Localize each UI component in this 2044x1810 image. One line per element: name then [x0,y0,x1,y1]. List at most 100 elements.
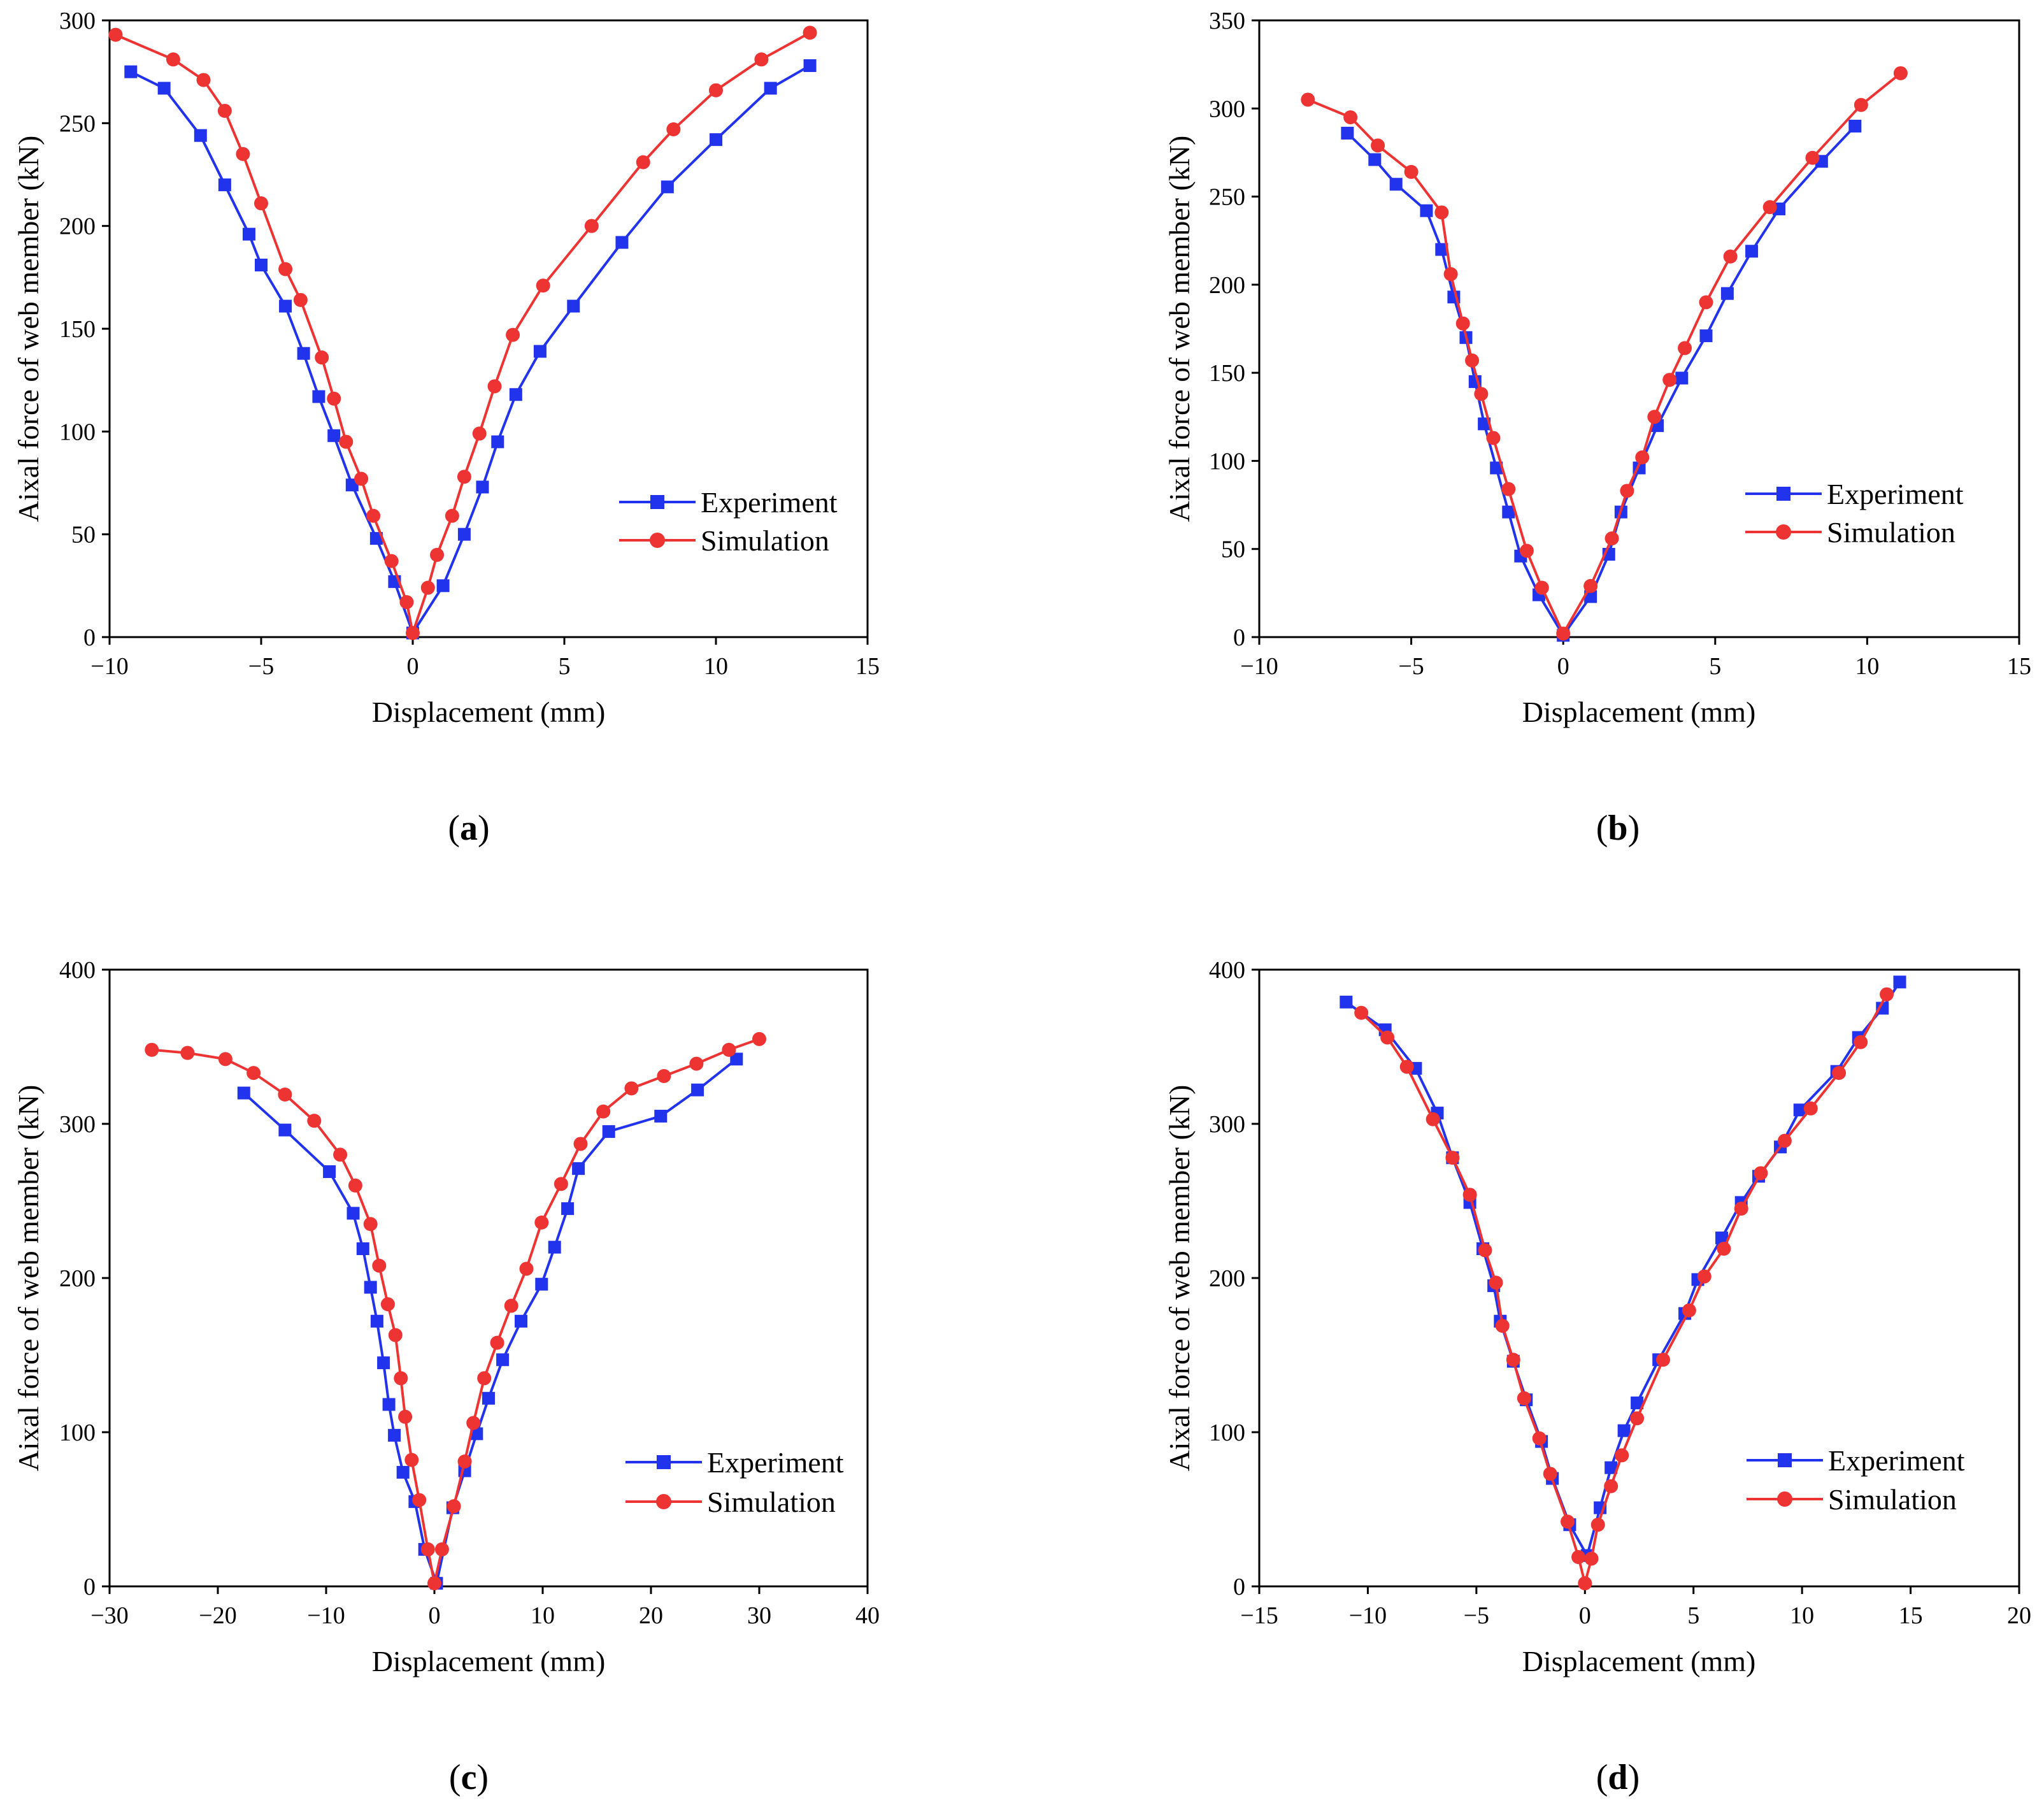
data-point-simulation [709,83,723,97]
data-point-experiment [356,1242,369,1256]
data-point-simulation [1893,66,1908,80]
data-point-simulation [354,471,369,486]
x-tick-label: 10 [1855,653,1879,680]
data-point-experiment [1876,1002,1889,1015]
y-axis-label: Aixal force of web member (kN) [1163,1085,1196,1472]
data-point-experiment [1502,505,1515,519]
data-point-experiment [278,1123,292,1137]
data-point-simulation [1583,578,1598,593]
data-point-simulation [1662,373,1677,387]
data-point-simulation [1426,1112,1440,1126]
data-point-simulation [477,1371,492,1386]
data-point-simulation [1443,267,1458,282]
data-point-experiment [533,345,547,358]
data-point-simulation [1630,1411,1645,1426]
data-point-simulation [1486,431,1501,445]
data-point-experiment [1341,127,1354,140]
x-tick-label: 15 [855,653,880,680]
data-point-experiment [491,435,504,449]
data-point-experiment [436,579,450,593]
data-point-simulation [596,1104,611,1119]
data-point-experiment [567,299,580,313]
data-point-experiment [509,388,522,401]
data-point-simulation [1462,1188,1477,1202]
y-tick-label: 200 [59,1265,96,1292]
data-point-simulation [278,262,293,277]
data-point-experiment [476,480,489,494]
caption-b: (b) [1596,808,1640,848]
series-simulation-line [115,31,811,635]
y-tick-label: 300 [59,1111,96,1138]
y-tick-label: 50 [71,522,96,549]
data-point-simulation [1762,200,1777,215]
data-point-simulation [333,1147,348,1162]
data-point-simulation [315,350,329,365]
data-point-simulation [536,278,550,293]
data-point-experiment [764,82,777,95]
data-point-experiment [312,390,325,403]
data-point-experiment [242,227,255,241]
data-point-simulation [1556,626,1571,641]
data-point-simulation [384,554,399,568]
data-point-simulation [1854,97,1868,112]
data-point-experiment [1699,329,1713,343]
data-point-simulation [534,1215,549,1230]
data-point-simulation [1404,164,1419,179]
data-point-simulation [218,1052,232,1067]
data-point-simulation [1854,1035,1868,1049]
data-point-experiment [377,1356,390,1370]
data-point-experiment [515,1314,527,1328]
data-point-experiment [535,1277,548,1291]
data-point-experiment [369,532,383,545]
data-point-simulation [1880,987,1894,1002]
x-tick-label: −30 [90,1602,128,1629]
data-point-simulation [420,1542,435,1556]
caption-letter: b [1608,808,1627,848]
x-tick-label: 0 [1579,1602,1591,1629]
data-point-simulation [1655,1353,1670,1367]
legend-experiment-marker [1776,487,1790,501]
data-point-simulation [466,1416,481,1430]
data-point-simulation [327,391,341,406]
legend: Experiment Simulation [1745,478,1964,549]
y-tick-label: 300 [1209,96,1245,122]
data-point-simulation [1455,316,1470,331]
data-point-experiment [1420,204,1433,217]
data-point-experiment [297,347,310,360]
data-point-simulation [504,1298,518,1313]
legend-experiment-marker [657,1455,671,1469]
data-point-experiment [1720,287,1734,300]
data-point-simulation [1805,150,1820,165]
caption-c: (c) [449,1758,489,1797]
data-point-simulation [803,25,817,40]
data-point-experiment [803,59,817,72]
y-axis-label: Aixal force of web member (kN) [12,136,45,522]
y-tick-label: 300 [59,8,96,34]
data-point-simulation [1678,341,1692,356]
data-point-simulation [398,1409,413,1424]
data-point-simulation [506,327,520,342]
x-tick-label: −10 [90,653,128,680]
data-point-simulation [380,1297,395,1312]
data-point-experiment [1389,178,1403,191]
data-point-simulation [372,1258,387,1273]
legend-simulation-marker [1777,1491,1792,1507]
data-point-experiment [482,1391,495,1405]
legend: Experiment Simulation [1747,1444,1965,1516]
data-point-experiment [279,299,292,313]
legend-experiment-label: Experiment [707,1446,844,1479]
data-point-simulation [1590,1518,1605,1532]
caption-letter: d [1608,1758,1627,1797]
legend-simulation-label: Simulation [1827,516,1955,549]
data-point-experiment [1435,243,1448,256]
data-point-simulation [1478,1243,1492,1258]
data-point-experiment [1631,1397,1644,1410]
data-point-simulation [406,626,420,640]
data-point-simulation [554,1177,568,1191]
data-point-simulation [752,1031,766,1046]
legend-experiment-label: Experiment [1828,1444,1965,1477]
data-point-simulation [490,1335,504,1350]
data-point-simulation [1571,1550,1586,1565]
